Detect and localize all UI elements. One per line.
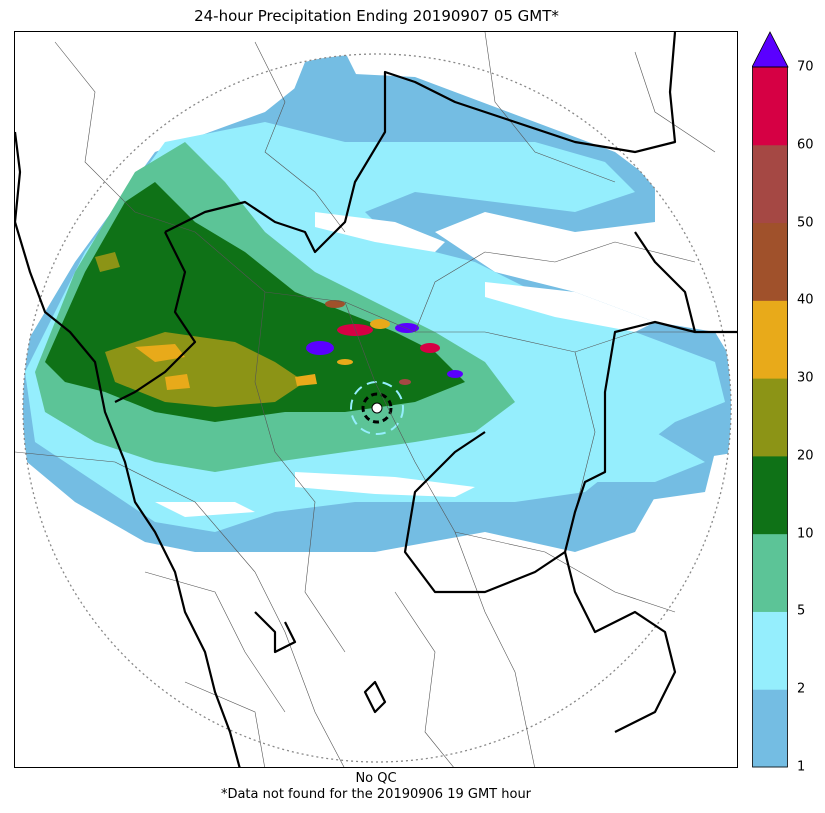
colorbar-bin (752, 300, 788, 379)
heavy-precip-cells (306, 300, 463, 385)
no-precip-streak-2 (485, 282, 655, 332)
colorbar-tick-label: 10 (797, 526, 814, 542)
precip-colorbar (752, 31, 789, 768)
colorbar-tick-label: 5 (797, 603, 806, 619)
colorbar-tick-label: 1 (797, 759, 806, 775)
precipitation-field (23, 54, 731, 552)
district-boundaries (15, 32, 716, 767)
radar-map (14, 31, 738, 768)
colorbar-bin (752, 67, 788, 146)
colorbar-tick-label: 20 (797, 448, 814, 464)
colorbar-bin (752, 689, 788, 768)
colorbar-tick-label: 60 (797, 137, 814, 153)
colorbar-tick-label: 2 (797, 681, 806, 697)
colorbar-bin (752, 533, 788, 612)
qc-status-label: No QC (355, 771, 397, 786)
colorbar-tick-label: 30 (797, 370, 814, 386)
precip-1-2-north-band (285, 54, 365, 142)
precip-30-40-area-a (135, 344, 185, 362)
colorbar-bin (752, 222, 788, 301)
colorbar-tick-label: 50 (797, 215, 814, 231)
no-precip-streak-1 (315, 212, 445, 252)
precip-30-40-area-b (165, 374, 190, 390)
chart-title: 24-hour Precipitation Ending 20190907 05… (194, 7, 559, 25)
precip-20-30-spot (95, 252, 120, 272)
radar-range-ring (22, 53, 732, 763)
colorbar-outline (752, 66, 788, 768)
colorbar-tick-label: 70 (797, 59, 814, 75)
colorbar-extend-arrow (752, 31, 789, 68)
colorbar-bin (752, 611, 788, 690)
radar-site-icon (350, 381, 404, 435)
colorbar-bin (752, 455, 788, 535)
precip-2-5-southeast-band (485, 412, 705, 482)
colorbar-bin (752, 144, 788, 224)
state-boundaries (15, 32, 737, 767)
coastline (15, 131, 241, 767)
missing-data-note: *Data not found for the 20190906 19 GMT … (220, 787, 532, 802)
colorbar-tick-label: 40 (797, 292, 814, 308)
no-precip-streak-3 (295, 472, 475, 497)
colorbar-bin (752, 378, 788, 457)
no-precip-streak-4 (155, 502, 255, 517)
precip-30-40-area-c (295, 374, 317, 386)
